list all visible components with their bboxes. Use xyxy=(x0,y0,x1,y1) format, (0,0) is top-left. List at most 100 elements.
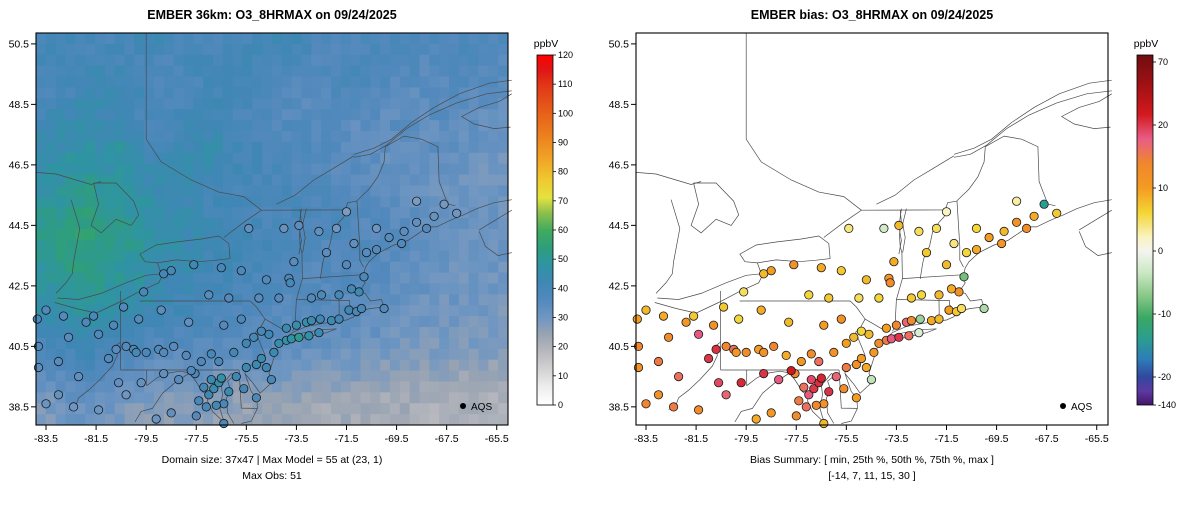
raster-cell xyxy=(291,109,302,121)
x-tick-label: -75.5 xyxy=(834,433,858,445)
raster-cell xyxy=(114,174,125,186)
raster-cell xyxy=(104,218,116,230)
raster-cell xyxy=(193,98,204,110)
raster-cell xyxy=(321,239,332,252)
stations-layer xyxy=(632,196,1062,429)
raster-cell xyxy=(380,33,391,45)
station-marker xyxy=(174,374,184,385)
raster-cell xyxy=(242,305,253,317)
station-marker xyxy=(141,347,151,357)
raster-cell xyxy=(439,305,450,317)
raster-cell xyxy=(360,316,371,328)
raster-cell xyxy=(114,141,125,154)
raster-cell xyxy=(154,403,165,415)
raster-cell xyxy=(360,218,371,230)
raster-cell xyxy=(311,414,322,426)
raster-cell xyxy=(55,272,66,284)
colorbar-tick-label: -140 xyxy=(1158,400,1176,410)
raster-cell xyxy=(331,327,342,339)
raster-cell xyxy=(173,152,184,165)
raster-cell xyxy=(272,316,283,328)
raster-cell xyxy=(154,316,165,328)
raster-cell xyxy=(55,305,66,317)
raster-cell xyxy=(311,359,322,372)
raster-cell xyxy=(478,76,489,88)
raster-cell xyxy=(281,196,293,208)
raster-cell xyxy=(458,229,470,241)
raster-cell xyxy=(409,370,420,382)
raster-cell xyxy=(331,109,342,121)
raster-cell xyxy=(75,381,86,393)
raster-cell xyxy=(114,305,125,317)
raster-cell xyxy=(163,359,175,372)
station-marker xyxy=(1011,196,1022,206)
station-marker xyxy=(229,347,239,357)
raster-cell xyxy=(281,414,293,426)
raster-cell xyxy=(458,87,470,99)
station-marker xyxy=(111,344,121,354)
station-marker xyxy=(819,399,829,409)
colorbar-units-label: ppbV xyxy=(1134,38,1159,50)
raster-cell xyxy=(409,98,420,110)
raster-cell xyxy=(439,109,450,121)
raster-cell xyxy=(439,185,450,197)
station-marker xyxy=(856,326,866,336)
station-marker xyxy=(681,317,691,327)
raster-cell xyxy=(478,131,489,143)
station-marker xyxy=(166,408,176,418)
raster-cell xyxy=(311,250,322,263)
raster-cell xyxy=(173,359,184,372)
station-marker xyxy=(734,314,744,324)
raster-cell xyxy=(193,218,204,230)
raster-cell xyxy=(173,283,184,295)
raster-cell xyxy=(262,403,273,415)
raster-cell xyxy=(390,87,401,99)
colorbar-tick-label: 40 xyxy=(558,283,568,293)
raster-cell xyxy=(213,218,224,230)
raster-cell xyxy=(311,87,322,99)
raster-cell xyxy=(45,174,57,186)
raster-layer xyxy=(36,33,509,426)
raster-cell xyxy=(163,163,175,176)
raster-cell xyxy=(242,174,253,186)
raster-cell xyxy=(468,316,479,328)
raster-cell xyxy=(419,98,430,110)
station-marker xyxy=(641,399,651,409)
raster-cell xyxy=(203,229,214,241)
station-marker xyxy=(306,315,316,326)
station-marker xyxy=(971,223,982,233)
raster-cell xyxy=(65,87,76,99)
raster-cell xyxy=(144,370,155,382)
raster-cell xyxy=(213,109,224,121)
raster-cell xyxy=(409,141,420,154)
raster-cell xyxy=(370,250,381,263)
raster-cell xyxy=(419,337,430,350)
raster-cell xyxy=(65,218,76,230)
raster-cell xyxy=(55,76,66,88)
raster-cell xyxy=(124,305,135,317)
station-marker xyxy=(131,347,141,357)
x-tick-label: -83.5 xyxy=(34,433,58,445)
raster-cell xyxy=(85,54,96,67)
raster-cell xyxy=(134,239,145,252)
raster-cell xyxy=(458,98,470,110)
raster-cell xyxy=(321,316,332,328)
raster-cell xyxy=(498,174,509,186)
state-boundary-line xyxy=(739,300,866,333)
raster-cell xyxy=(262,348,273,361)
station-marker xyxy=(121,390,131,400)
raster-cell xyxy=(399,283,411,295)
station-marker xyxy=(806,374,816,385)
raster-cell xyxy=(183,305,194,317)
raster-cell xyxy=(429,337,440,350)
raster-cell xyxy=(114,381,125,393)
raster-cell xyxy=(498,250,509,263)
raster-cell xyxy=(360,87,371,99)
raster-cell xyxy=(429,381,440,393)
raster-cell xyxy=(222,348,234,361)
raster-cell xyxy=(409,403,420,415)
raster-cell xyxy=(399,163,411,176)
raster-cell xyxy=(36,414,47,426)
station-marker xyxy=(216,263,226,273)
